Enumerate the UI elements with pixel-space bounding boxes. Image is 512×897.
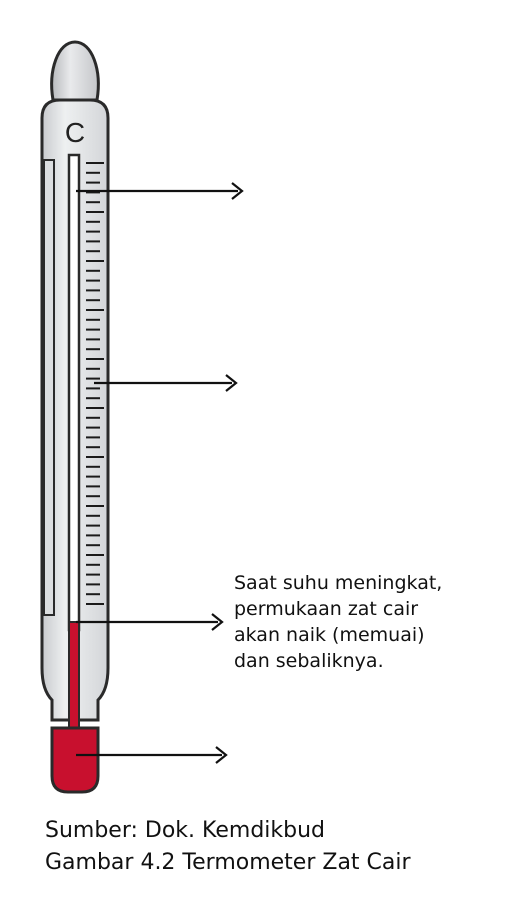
liquid-column: [68, 621, 80, 733]
caption-source: Sumber: Dok. Kemdikbud: [45, 818, 326, 843]
liquid-bulb: [50, 726, 100, 794]
pointer-arrow-2: [94, 374, 238, 392]
pointer-arrow-4: [76, 746, 228, 764]
thermometer-cap: [50, 40, 100, 102]
caption-figure: Gambar 4.2 Termometer Zat Cair: [45, 850, 411, 875]
scale-unit-label: C: [65, 117, 85, 148]
liquid-expansion-label: Saat suhu meningkat, permukaan zat cair …: [234, 572, 443, 672]
capillary-tube: [67, 153, 81, 632]
pointer-arrow-1: [76, 182, 244, 200]
pointer-arrow-3: [76, 613, 224, 631]
glass-reflection: [43, 159, 55, 616]
scale-ticks: [86, 162, 104, 605]
